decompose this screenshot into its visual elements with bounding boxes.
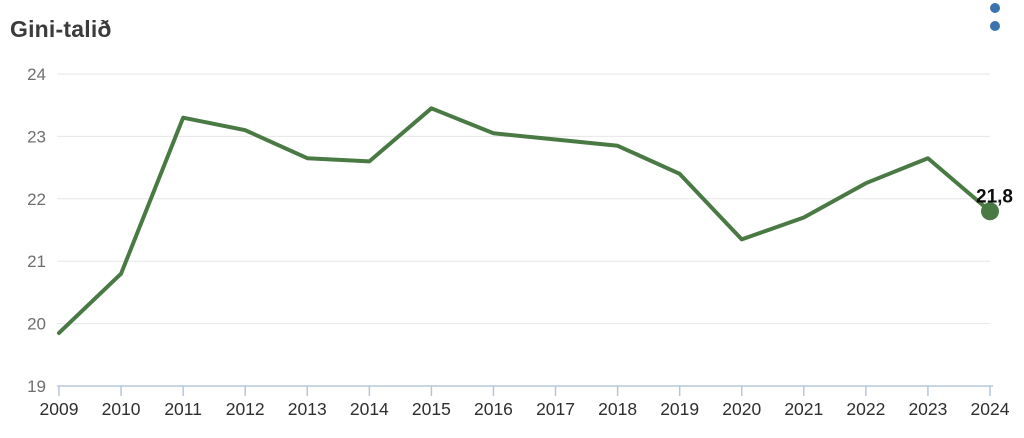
x-axis-label: 2021 xyxy=(784,399,823,419)
x-axis-label: 2023 xyxy=(908,399,947,419)
y-axis-label: 20 xyxy=(27,315,46,334)
x-axis-label: 2011 xyxy=(164,399,202,419)
y-axis-label: 24 xyxy=(27,65,46,84)
y-axis-label: 22 xyxy=(27,190,46,209)
x-axis-label: 2016 xyxy=(474,399,513,419)
y-axis-label: 23 xyxy=(27,127,46,146)
x-axis-label: 2022 xyxy=(846,399,885,419)
x-axis-label: 2010 xyxy=(102,399,141,419)
x-axis-label: 2020 xyxy=(722,399,761,419)
x-axis-label: 2017 xyxy=(536,399,575,419)
x-axis-label: 2024 xyxy=(971,399,1010,419)
y-axis-label: 19 xyxy=(27,377,46,396)
kebab-menu-button[interactable] xyxy=(988,3,1002,37)
x-axis-label: 2018 xyxy=(598,399,637,419)
data-line xyxy=(57,106,992,335)
menu-dot-icon xyxy=(990,21,1000,31)
x-axis-label: 2014 xyxy=(350,399,389,419)
menu-dot-icon xyxy=(990,3,1000,13)
x-axis-label: 2015 xyxy=(412,399,451,419)
x-axis-label: 2019 xyxy=(660,399,699,419)
end-value-label: 21,8 xyxy=(976,186,1013,207)
x-axis-label: 2013 xyxy=(288,399,327,419)
y-axis-label: 21 xyxy=(27,252,46,271)
chart-title: Gini-talið xyxy=(10,16,112,42)
x-axis-label: 2009 xyxy=(40,399,79,419)
x-axis-label: 2012 xyxy=(226,399,265,419)
end-point-dot xyxy=(981,202,999,221)
